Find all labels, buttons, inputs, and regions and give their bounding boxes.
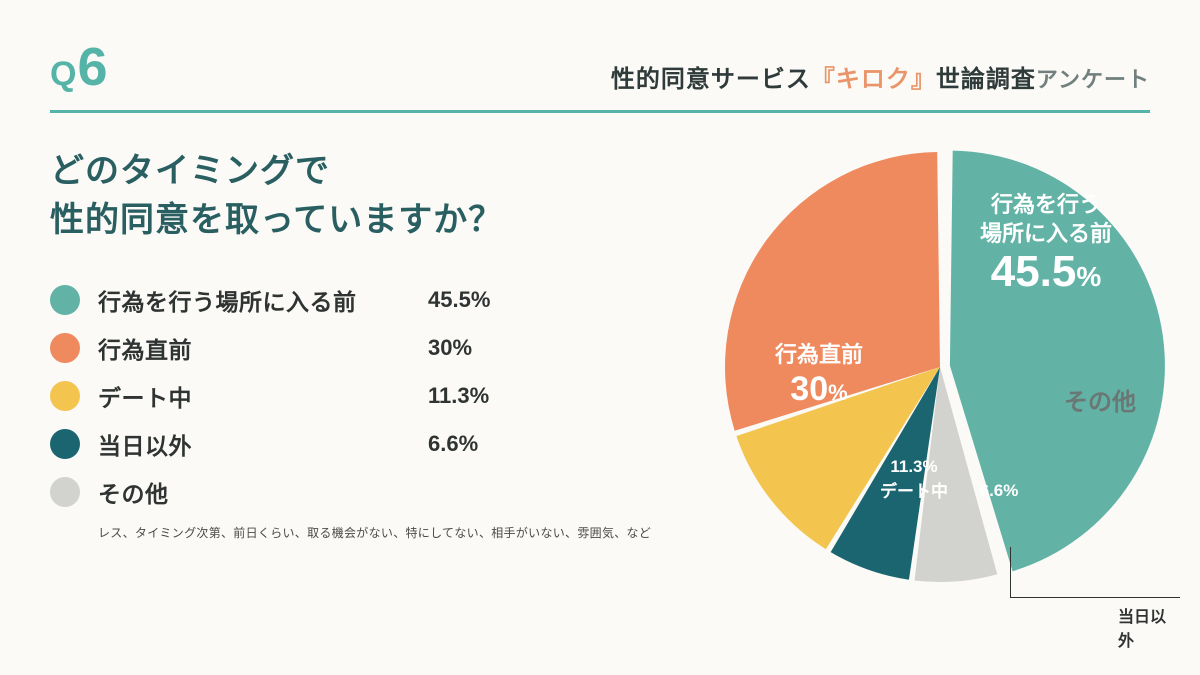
title-post: アンケート <box>1036 67 1150 92</box>
legend-swatch <box>50 333 80 363</box>
right-column: 行為を行う場所に入る前45.5%行為直前30%11.3%デート中6.6%その他 … <box>670 147 1150 541</box>
legend-row: デート中11.3% <box>50 372 670 420</box>
pie-svg <box>700 127 1180 607</box>
legend-row: その他 <box>50 468 670 516</box>
q-digit: 6 <box>77 37 108 97</box>
legend-value: 45.5% <box>428 287 490 313</box>
pie-chart: 行為を行う場所に入る前45.5%行為直前30%11.3%デート中6.6%その他 … <box>700 127 1180 607</box>
callout-text: 当日以外 <box>1118 603 1180 651</box>
legend-label: 当日以外 <box>98 427 428 461</box>
legend-value: 11.3% <box>428 383 489 409</box>
legend-label: 行為直前 <box>98 331 428 365</box>
callout-line-h <box>1010 597 1180 598</box>
legend-swatch <box>50 285 80 315</box>
legend-label: 行為を行う場所に入る前 <box>98 283 428 317</box>
title-mid: 世論調査 <box>936 66 1036 93</box>
q-letter: Q <box>50 55 77 93</box>
header-rule <box>50 110 1150 113</box>
legend-label: その他 <box>98 475 428 509</box>
legend-swatch <box>50 381 80 411</box>
title-pre: 性的同意サービス <box>611 66 811 93</box>
title-brand: 『キロク』 <box>811 66 936 93</box>
header-title: 性的同意サービス『キロク』世論調査アンケート <box>611 59 1150 94</box>
legend-label: デート中 <box>98 379 428 413</box>
pie-slice-before_place <box>950 151 1165 572</box>
left-column: どのタイミングで 性的同意を取っていますか？ 行為を行う場所に入る前45.5%行… <box>50 147 670 541</box>
legend-row: 当日以外6.6% <box>50 420 670 468</box>
question-text: どのタイミングで 性的同意を取っていますか？ <box>50 147 670 246</box>
legend-row: 行為直前30% <box>50 324 670 372</box>
question-number: Q6 <box>50 40 109 94</box>
header: Q6 性的同意サービス『キロク』世論調査アンケート <box>50 40 1150 104</box>
legend-swatch <box>50 429 80 459</box>
legend-row: 行為を行う場所に入る前45.5% <box>50 276 670 324</box>
legend-value: 6.6% <box>428 431 478 457</box>
question-line2: 性的同意を取っていますか？ <box>50 201 503 239</box>
legend: 行為を行う場所に入る前45.5%行為直前30%デート中11.3%当日以外6.6%… <box>50 276 670 516</box>
legend-swatch <box>50 477 80 507</box>
legend-note: レス、タイミング次第、前日くらい、取る機会がない、特にしてない、相手がいない、雰… <box>98 524 670 541</box>
body: どのタイミングで 性的同意を取っていますか？ 行為を行う場所に入る前45.5%行… <box>50 147 1150 541</box>
question-line1: どのタイミングで <box>50 152 330 190</box>
legend-value: 30% <box>428 335 472 361</box>
callout-line-v <box>1010 547 1011 597</box>
page: Q6 性的同意サービス『キロク』世論調査アンケート どのタイミングで 性的同意を… <box>0 0 1200 675</box>
